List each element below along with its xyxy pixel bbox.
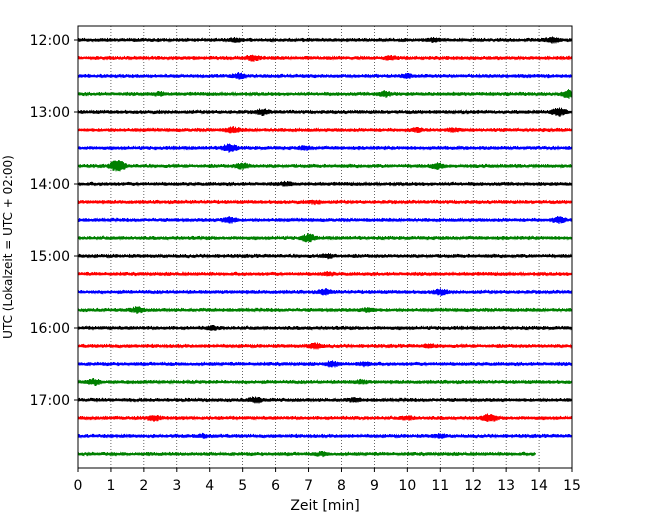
y-axis-label: UTC (Lokalzeit = UTC + 02:00): [1, 155, 15, 339]
x-tick-label: 0: [74, 478, 83, 494]
plot-border: [77, 25, 573, 469]
y-tick-label: 13:00: [30, 105, 70, 121]
plot-area: [78, 26, 572, 468]
x-tick-label: 6: [271, 478, 280, 494]
x-tick-label: 3: [172, 478, 181, 494]
trace-1545: [77, 306, 573, 315]
y-tick-label: 12:00: [30, 33, 70, 49]
x-tick-label: 5: [238, 478, 247, 494]
x-tick-label: 15: [563, 478, 581, 494]
trace-1300: [77, 107, 573, 117]
trace-1715: [77, 413, 573, 422]
y-tick-label: 16:00: [30, 321, 70, 337]
trace-1345: [77, 160, 573, 172]
x-tick-label: 11: [431, 478, 449, 494]
y-axis-ticks: 12:00 13:00 14:00 15:00 16:00 17:00: [30, 33, 78, 409]
x-tick-label: 4: [205, 478, 214, 494]
trace-1630: [77, 360, 573, 368]
trace-1745: [77, 450, 536, 458]
trace-1415: [77, 199, 573, 206]
x-tick-label: 12: [464, 478, 482, 494]
trace-1445: [77, 233, 573, 243]
trace-1200: [77, 36, 573, 44]
x-tick-label: 1: [106, 478, 115, 494]
trace-1245: [77, 89, 573, 99]
x-tick-label: 7: [304, 478, 313, 494]
trace-1430: [77, 216, 573, 225]
trace-1400: [77, 180, 573, 188]
y-tick-label: 17:00: [30, 393, 70, 409]
x-tick-label: 2: [139, 478, 148, 494]
y-tick-label: 14:00: [30, 177, 70, 193]
trace-1730: [77, 432, 573, 440]
y-tick-label: 15:00: [30, 249, 70, 265]
trace-1330: [77, 143, 573, 153]
trace-group: [77, 36, 573, 458]
x-tick-label: 14: [530, 478, 548, 494]
trace-1700: [77, 396, 573, 404]
x-axis-ticks: 0 1 2 3 4 5 6 7 8 9 10 11 12 13 14 15: [74, 468, 581, 494]
trace-1315: [77, 126, 573, 134]
trace-1500: [77, 253, 573, 260]
x-tick-label: 8: [337, 478, 346, 494]
trace-1645: [77, 378, 573, 387]
x-tick-label: 9: [370, 478, 379, 494]
trace-1530: [77, 288, 573, 297]
trace-1600: [77, 324, 573, 331]
trace-1515: [77, 271, 573, 277]
trace-1215: [77, 54, 573, 62]
trace-1615: [77, 342, 573, 350]
x-tick-label: 13: [497, 478, 515, 494]
x-tick-label: 10: [398, 478, 416, 494]
x-axis-label: Zeit [min]: [290, 498, 359, 514]
trace-1230: [77, 72, 573, 80]
